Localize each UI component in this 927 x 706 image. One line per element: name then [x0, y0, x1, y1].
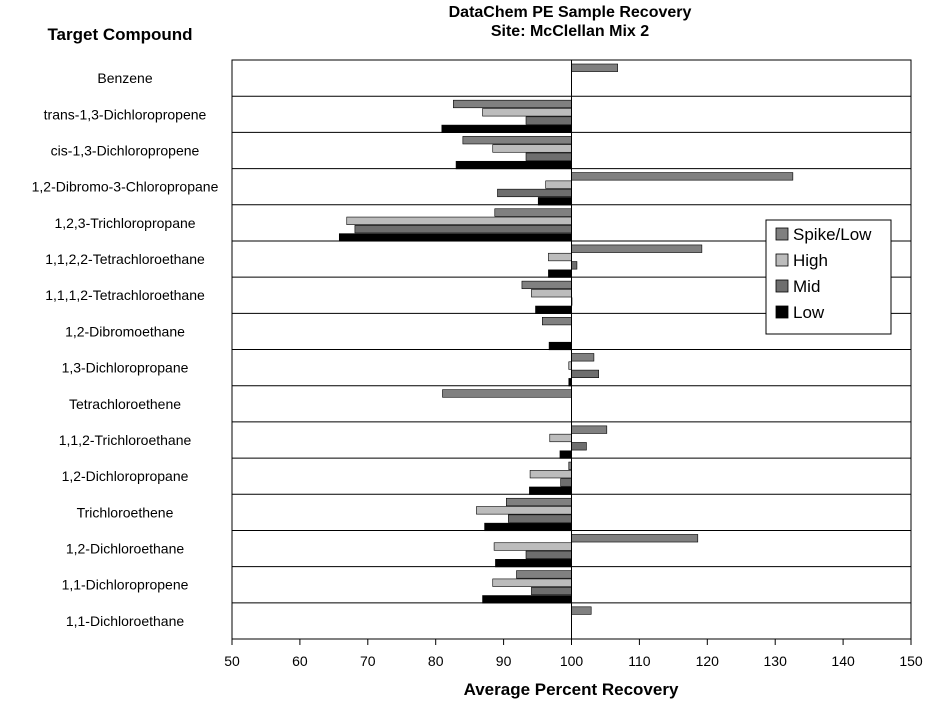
legend-label: Low — [793, 303, 825, 322]
category-label: 1,3-Dichloropropane — [62, 360, 189, 376]
bar-mid-1 — [525, 116, 572, 125]
category-label: Benzene — [97, 70, 152, 86]
bar-spike-low-0 — [571, 63, 618, 72]
category-label: 1,1,2,2-Tetrachloroethane — [45, 251, 205, 267]
bar-low-10 — [559, 450, 572, 459]
category-label: Trichloroethene — [77, 504, 174, 520]
bar-spike-low-10 — [571, 425, 608, 434]
bar-high-1 — [482, 108, 572, 117]
bar-low-4 — [338, 233, 572, 242]
x-tick-label: 150 — [899, 653, 923, 669]
x-tick-label: 120 — [696, 653, 720, 669]
category-label: 1,2-Dibromoethane — [65, 323, 185, 339]
y-axis-title: Target Compound — [47, 25, 193, 44]
bar-spike-low-15 — [571, 606, 592, 615]
legend-swatch — [775, 253, 789, 267]
category-label: 1,2-Dichloropropane — [62, 468, 189, 484]
bar-high-10 — [549, 433, 572, 443]
bar-high-4 — [346, 216, 572, 225]
bar-high-2 — [492, 144, 572, 153]
bar-low-7 — [548, 341, 572, 351]
x-tick-label: 130 — [764, 653, 788, 669]
bar-high-3 — [545, 180, 572, 189]
bar-mid-14 — [531, 586, 572, 596]
bar-low-2 — [455, 160, 572, 170]
bar-spike-low-1 — [453, 99, 572, 109]
chart-subtitle: Site: McClellan Mix 2 — [490, 23, 650, 40]
bar-mid-13 — [525, 550, 572, 559]
bar-high-12 — [476, 506, 572, 515]
bar-mid-5 — [571, 261, 578, 270]
bar-spike-low-2 — [462, 136, 572, 145]
bar-low-1 — [441, 124, 572, 133]
bar-mid-3 — [497, 188, 572, 198]
bar-high-14 — [492, 578, 572, 587]
category-label: 1,2-Dibromo-3-Chloropropane — [32, 179, 219, 195]
x-tick-label: 80 — [428, 653, 444, 669]
category-label: 1,1-Dichloropropene — [62, 577, 189, 593]
category-label: 1,2-Dichloroethane — [66, 541, 185, 557]
bar-spike-low-3 — [571, 172, 794, 181]
bar-mid-8 — [571, 369, 599, 379]
x-tick-label: 90 — [496, 653, 512, 669]
x-tick-label: 140 — [831, 653, 855, 669]
bar-mid-10 — [571, 442, 587, 451]
category-label: Tetrachloroethene — [69, 396, 181, 412]
bar-mid-11 — [560, 478, 572, 487]
bar-spike-low-12 — [506, 497, 572, 507]
bar-mid-12 — [508, 514, 572, 523]
bar-spike-low-7 — [542, 317, 572, 326]
legend-swatch — [775, 279, 789, 293]
bar-high-6 — [531, 289, 572, 298]
bar-spike-low-6 — [521, 280, 572, 290]
category-label: trans-1,3-Dichloropropene — [44, 106, 207, 122]
category-label: cis-1,3-Dichloropropene — [51, 142, 200, 158]
bar-high-13 — [493, 542, 572, 551]
x-tick-label: 100 — [560, 653, 584, 669]
category-label: 1,2,3-Trichloropropane — [54, 215, 195, 231]
bar-spike-low-13 — [571, 534, 699, 543]
chart-title: DataChem PE Sample Recovery — [448, 4, 692, 21]
bar-high-5 — [548, 252, 572, 262]
bar-low-12 — [484, 522, 572, 532]
legend-label: Spike/Low — [793, 225, 872, 244]
bar-mid-4 — [354, 225, 572, 234]
bar-low-13 — [495, 559, 572, 568]
bar-low-6 — [535, 305, 572, 314]
legend-swatch — [775, 305, 789, 319]
x-tick-label: 60 — [292, 653, 308, 669]
bar-low-3 — [537, 197, 572, 206]
category-label: 1,1-Dichloroethane — [66, 613, 185, 629]
bar-low-5 — [548, 269, 572, 278]
bar-high-11 — [529, 470, 572, 479]
category-label: 1,1,2-Trichloroethane — [59, 432, 192, 448]
legend-label: Mid — [793, 277, 820, 296]
bar-spike-low-9 — [442, 389, 572, 398]
legend-label: High — [793, 251, 828, 270]
category-label: 1,1,1,2-Tetrachloroethane — [45, 287, 205, 303]
x-axis-title: Average Percent Recovery — [463, 680, 679, 699]
bar-low-14 — [482, 595, 572, 604]
bar-spike-low-14 — [516, 570, 572, 579]
bar-low-11 — [529, 486, 572, 495]
x-tick-label: 110 — [628, 653, 651, 669]
x-tick-label: 70 — [360, 653, 376, 669]
legend-swatch — [775, 227, 789, 241]
bar-spike-low-8 — [571, 353, 595, 362]
x-tick-label: 50 — [224, 653, 240, 669]
bar-spike-low-5 — [571, 244, 703, 253]
bar-mid-2 — [525, 152, 572, 161]
bar-spike-low-4 — [494, 208, 572, 217]
